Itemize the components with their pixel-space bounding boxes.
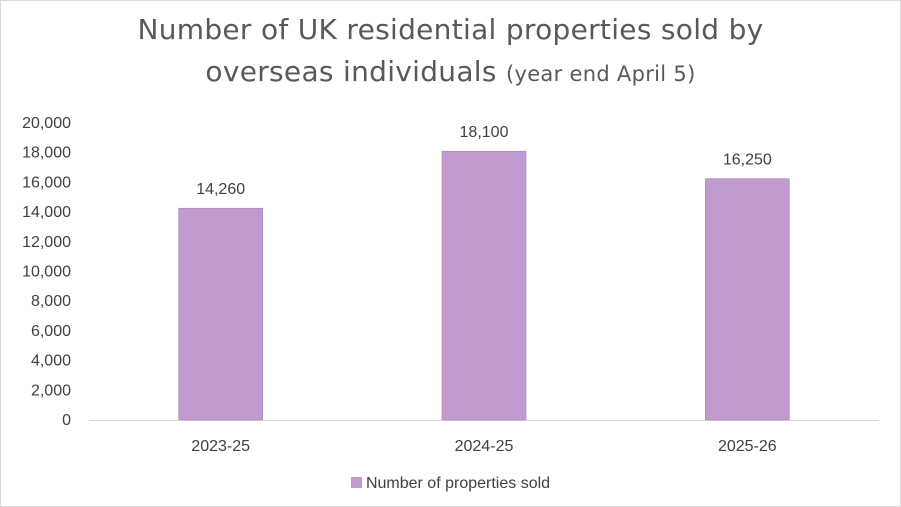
y-tick-label: 18,000 bbox=[22, 145, 71, 162]
x-tick-label: 2024-25 bbox=[455, 438, 514, 455]
y-tick-label: 8,000 bbox=[31, 293, 71, 310]
data-label: 14,260 bbox=[196, 181, 245, 198]
y-tick-label: 2,000 bbox=[31, 382, 71, 399]
data-label: 16,250 bbox=[723, 152, 772, 169]
x-tick-label: 2023-25 bbox=[191, 438, 250, 455]
bar bbox=[705, 178, 790, 421]
bar bbox=[178, 207, 263, 421]
chart-title-main: overseas individuals bbox=[205, 55, 497, 88]
chart-title-line-1: Number of UK residential properties sold… bbox=[137, 13, 764, 46]
chart-title-line-2: overseas individuals (year end April 5) bbox=[1, 51, 900, 95]
bar bbox=[441, 150, 527, 421]
y-tick-label: 14,000 bbox=[22, 204, 71, 221]
legend-label: Number of properties sold bbox=[365, 475, 551, 492]
y-tick-label: 6,000 bbox=[31, 323, 71, 340]
y-tick-label: 0 bbox=[62, 412, 71, 429]
chart-title: Number of UK residential properties sold… bbox=[1, 9, 900, 95]
y-tick-label: 20,000 bbox=[22, 115, 71, 132]
legend: Number of properties sold bbox=[1, 475, 900, 493]
x-tick-label: 2025-26 bbox=[718, 438, 777, 455]
y-tick-label: 12,000 bbox=[22, 234, 71, 251]
chart-title-suffix: (year end April 5) bbox=[505, 62, 696, 86]
y-tick-label: 16,000 bbox=[22, 174, 71, 191]
legend-swatch bbox=[350, 477, 362, 489]
y-tick-label: 4,000 bbox=[31, 353, 71, 370]
y-tick-label: 10,000 bbox=[22, 264, 71, 281]
data-label: 18,100 bbox=[460, 124, 509, 141]
